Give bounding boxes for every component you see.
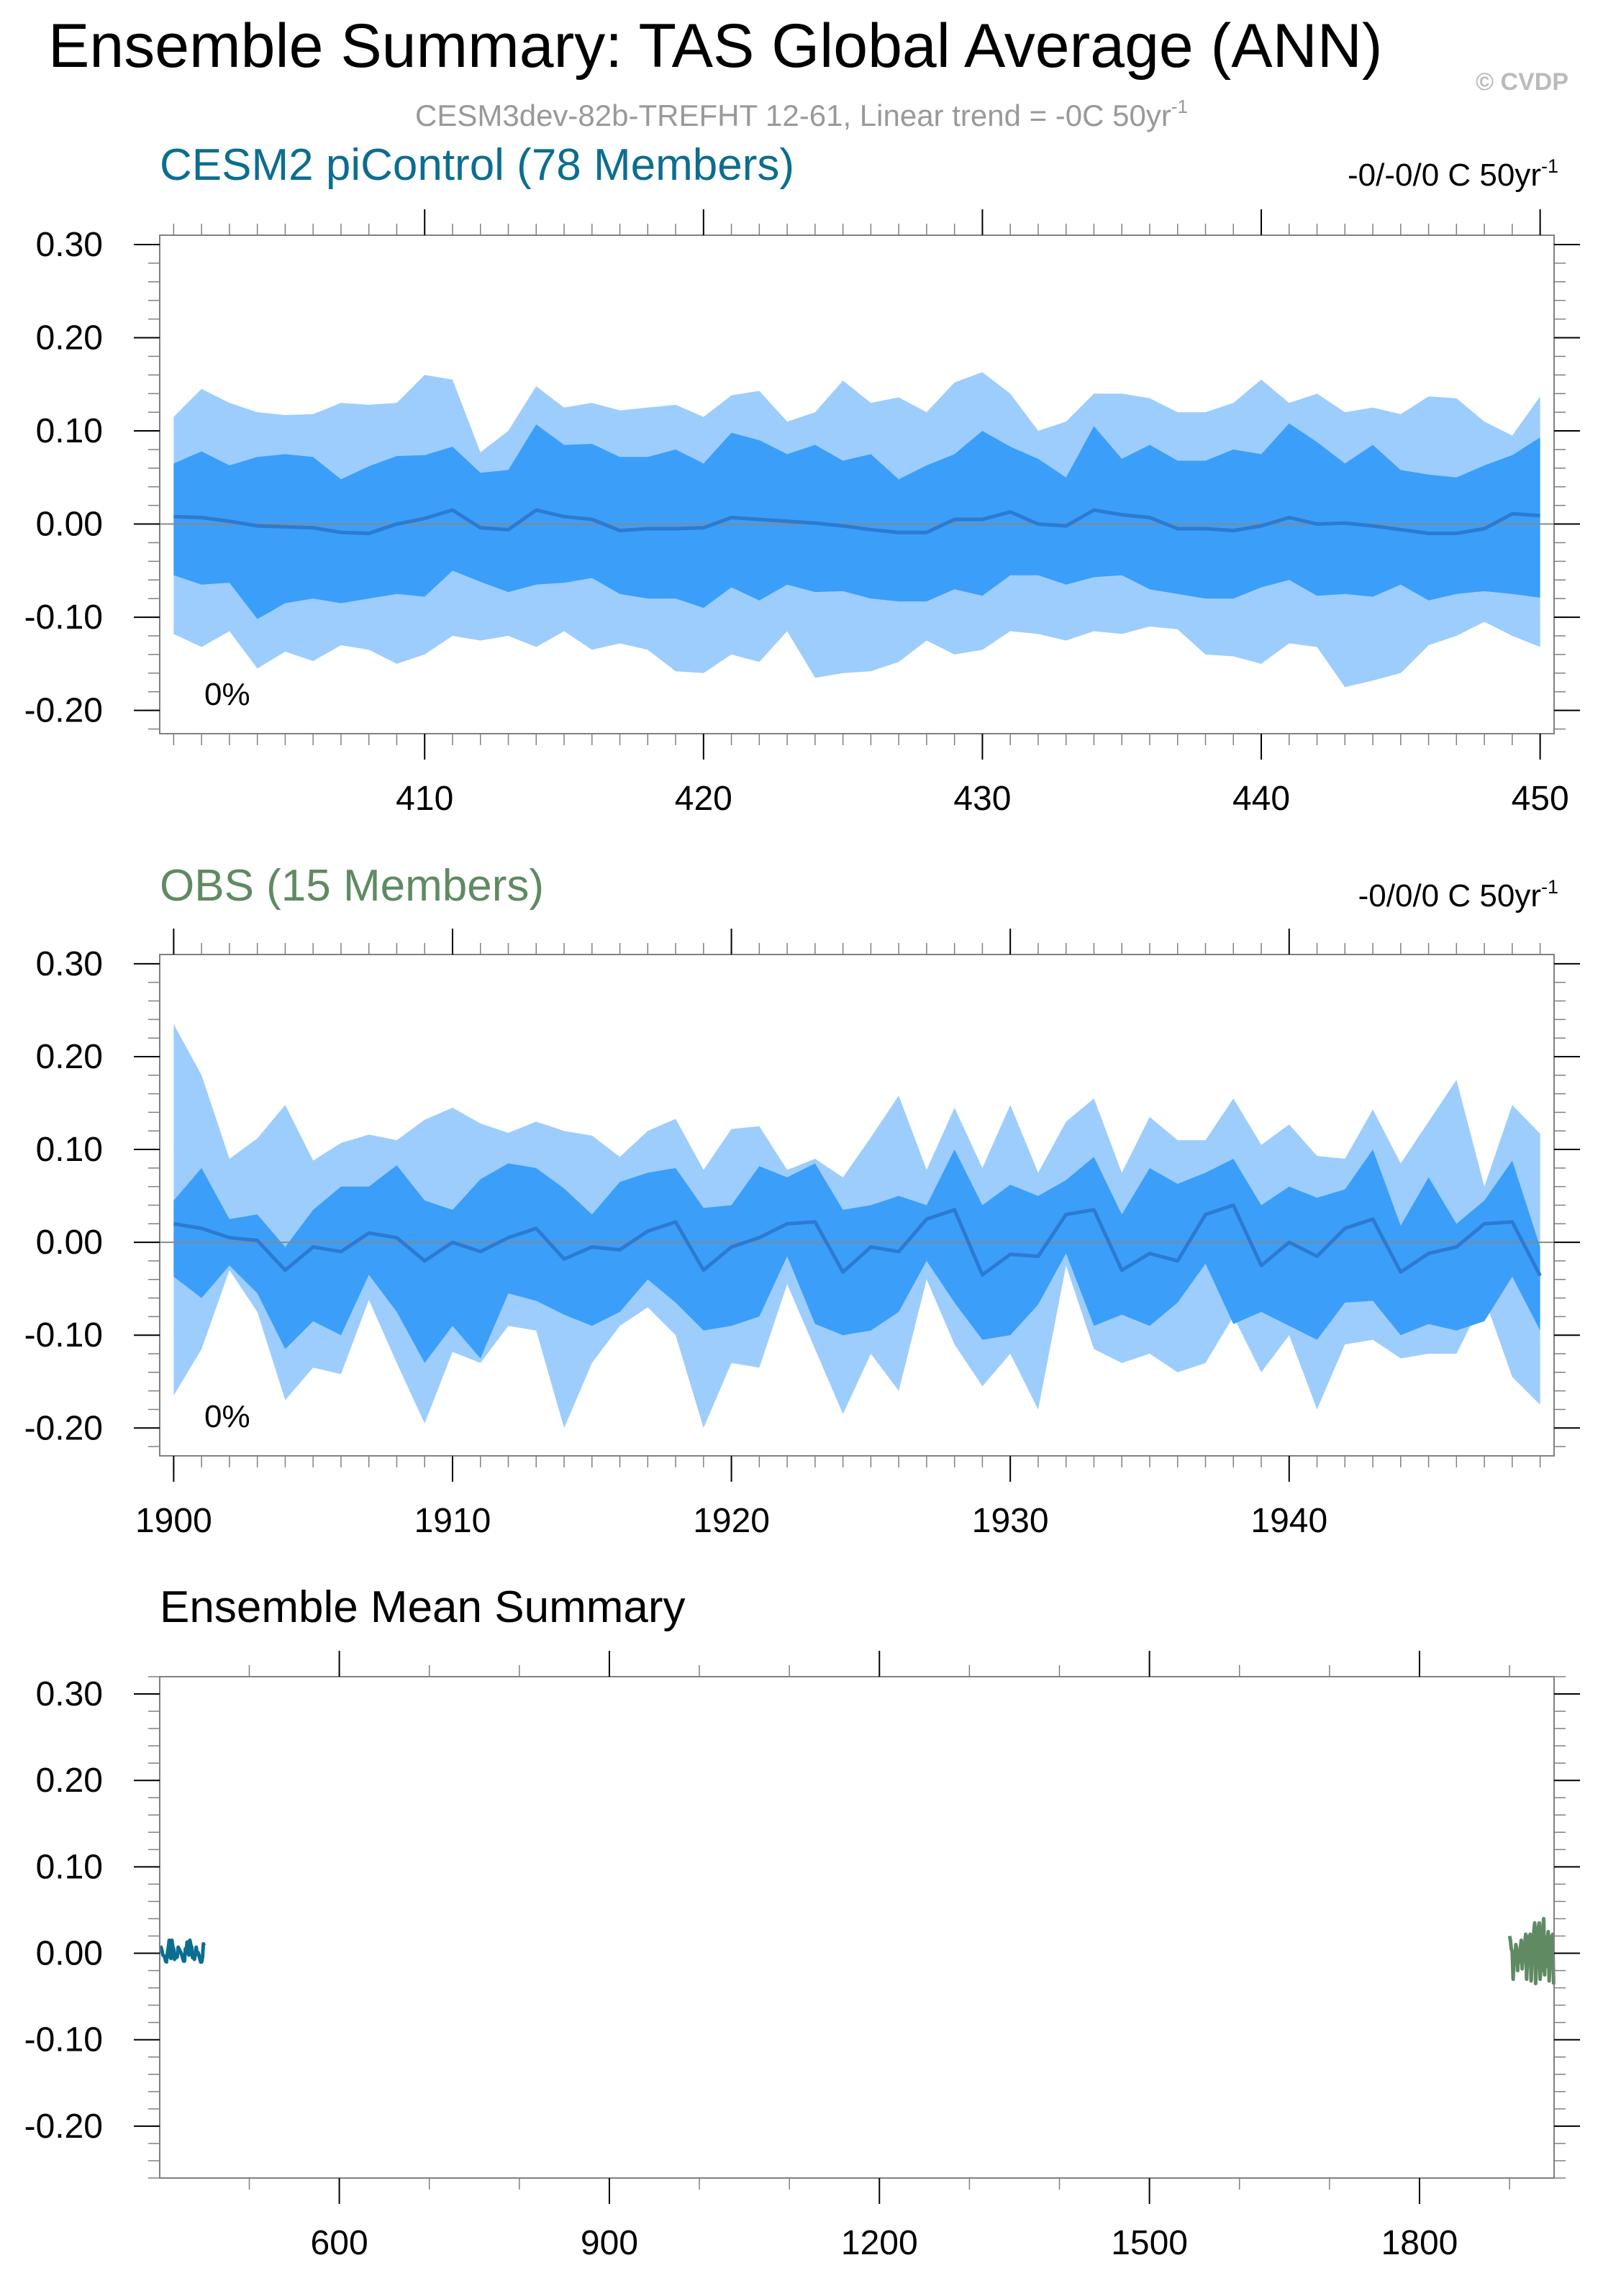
x-tick-label: 440 <box>1232 780 1290 818</box>
panel-title-summary: Ensemble Mean Summary <box>160 1582 686 1632</box>
y-tick-label: 0.00 <box>36 1935 103 1973</box>
plot-model: 0% 0.30 0.20 0.10 0.00 -0.10 -0.20 410 420 430 440… <box>24 209 1580 818</box>
y-tick-label: -0.10 <box>24 598 103 637</box>
x-tick-label: 1500 <box>1111 2224 1188 2262</box>
plot-obs: 0% 0.30 0.20 0.10 0.00 -0.10 -0.20 1900 1910 1920… <box>24 929 1580 1540</box>
subtitle: CESM3dev-82b-TREFHT 12-61, Linear trend … <box>415 96 1188 132</box>
x-tick-label: 1930 <box>972 1502 1049 1540</box>
summary-series-line-0 <box>158 1939 206 1964</box>
y-tick-label: -0.20 <box>24 1409 103 1447</box>
y-tick-label: 0.30 <box>36 945 103 983</box>
y-tick-label: 0.30 <box>36 1675 103 1713</box>
x-tick-label: 600 <box>311 2224 368 2262</box>
y-tick-label: 0.10 <box>36 412 103 450</box>
x-tick-label: 1940 <box>1250 1502 1327 1540</box>
y-tick-label: 0.10 <box>36 1848 103 1886</box>
y-tick-label: 0.00 <box>36 506 103 544</box>
ensemble-mean-line <box>173 1203 1542 1277</box>
y-tick-label: -0.20 <box>24 692 103 730</box>
subtitle-text: CESM3dev-82b-TREFHT 12-61, Linear trend … <box>415 99 1171 132</box>
ensemble-mean-line <box>173 508 1540 536</box>
y-tick-label: -0.20 <box>24 2108 103 2146</box>
summary-series-line-1 <box>1507 1916 1556 1986</box>
x-tick-label: 420 <box>675 780 732 818</box>
y-tick-label: 0.20 <box>36 319 103 357</box>
y-tick-label: 0.30 <box>36 226 103 264</box>
panel-title-obs: OBS (15 Members) <box>160 861 544 911</box>
trend-superscript-obs: -1 <box>1541 876 1558 898</box>
inner-spread-band <box>173 423 1540 619</box>
x-tick-label: 410 <box>396 780 453 818</box>
trend-label-model: -0/-0/0 C 50yr-1 <box>1348 155 1558 193</box>
x-tick-label: 1920 <box>693 1502 770 1540</box>
plot-summary: 0.30 0.20 0.10 0.00 -0.10 -0.20 600 900 1200 1500… <box>24 1651 1580 2262</box>
subtitle-superscript: -1 <box>1171 96 1188 117</box>
x-tick-label: 430 <box>953 780 1011 818</box>
watermark: © CVDP <box>1476 68 1568 96</box>
x-tick-label: 900 <box>581 2224 638 2262</box>
panel-title-model: CESM2 piControl (78 Members) <box>160 140 794 190</box>
plot-frame <box>159 1676 1555 2179</box>
y-tick-label: 0.20 <box>36 1038 103 1076</box>
y-tick-label: 0.00 <box>36 1224 103 1262</box>
trend-text-obs: -0/0/0 C 50yr <box>1358 878 1541 914</box>
trend-label-obs: -0/0/0 C 50yr-1 <box>1358 876 1558 914</box>
inner-spread-band <box>173 1149 1540 1363</box>
y-tick-label: 0.10 <box>36 1131 103 1169</box>
trend-text-model: -0/-0/0 C 50yr <box>1348 158 1541 193</box>
percent-label: 0% <box>204 1399 250 1434</box>
trend-superscript-model: -1 <box>1541 155 1558 177</box>
x-tick-label: 1800 <box>1381 2224 1458 2262</box>
y-tick-label: -0.10 <box>24 2021 103 2059</box>
main-title: Ensemble Summary: TAS Global Average (AN… <box>48 12 1383 81</box>
y-tick-label: -0.10 <box>24 1316 103 1354</box>
y-tick-label: 0.20 <box>36 1762 103 1800</box>
x-tick-label: 1900 <box>135 1502 212 1540</box>
percent-label: 0% <box>204 677 250 712</box>
x-tick-label: 1910 <box>414 1502 491 1540</box>
plot-frame <box>159 234 1555 734</box>
x-tick-label: 450 <box>1512 780 1569 818</box>
x-tick-label: 1200 <box>841 2224 918 2262</box>
